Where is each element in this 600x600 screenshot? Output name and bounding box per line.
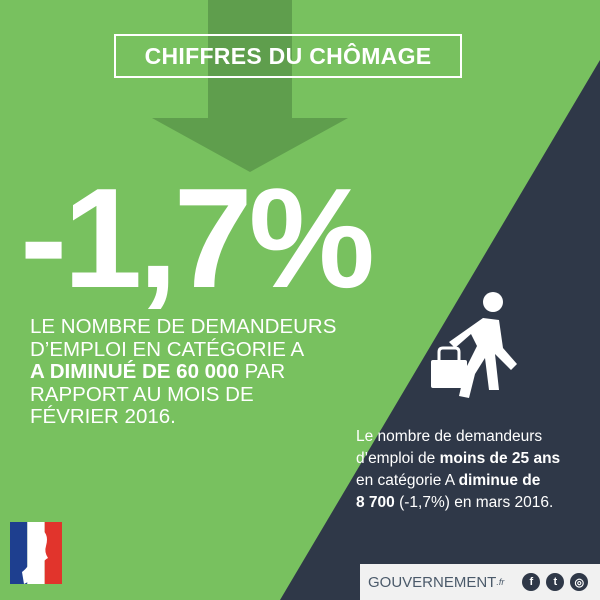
main-line-1: LE NOMBRE DE DEMANDEURS	[30, 315, 337, 338]
person-walking-with-briefcase-icon	[431, 292, 517, 398]
side-line-2-bold: moins de 25 ans	[439, 450, 561, 467]
title: CHIFFRES DU CHÔMAGE	[144, 42, 432, 69]
main-line-2: D’EMPLOI EN CATÉGORIE A	[30, 337, 305, 361]
instagram-icon[interactable]: ◎	[570, 573, 589, 591]
main-line-3: A DIMINUÉ DE 60 000 PAR	[30, 360, 400, 384]
twitter-icon[interactable]: t	[546, 573, 565, 591]
main-statement: LE NOMBRE DE DEMANDEURS D’EMPLOI EN CATÉ…	[30, 315, 400, 429]
side-line-4: 8 700 (-1,7%) en mars 2016.	[356, 492, 596, 514]
side-line-3-a: en catégorie A	[356, 472, 459, 489]
side-line-4-rest: (-1,7%) en mars 2016.	[394, 494, 554, 511]
main-line-3-rest: PAR	[238, 360, 286, 383]
side-line-4-bold: 8 700	[356, 494, 395, 511]
marianne-flag-logo	[10, 522, 62, 584]
side-statement: Le nombre de demandeurs d’emploi de moin…	[356, 426, 596, 514]
main-line-4: RAPPORT AU MOIS DE	[30, 382, 254, 406]
main-line-3-bold: A DIMINUÉ DE 60 000	[30, 360, 239, 383]
title-box: CHIFFRES DU CHÔMAGE	[114, 34, 462, 78]
side-line-1: Le nombre de demandeurs	[356, 428, 543, 445]
headline-value: -1,7%	[20, 159, 375, 318]
side-line-3-bold: diminue de	[458, 472, 541, 489]
facebook-icon[interactable]: f	[522, 573, 541, 591]
main-line-5: FÉVRIER 2016.	[30, 405, 176, 428]
brand-name: GOUVERNEMENT	[368, 573, 497, 591]
side-line-2-a: d’emploi de	[356, 450, 440, 467]
brand-suffix: .fr	[496, 577, 505, 587]
side-line-2: d’emploi de moins de 25 ans	[356, 448, 596, 470]
footer-bar: GOUVERNEMENT .fr f t ◎	[360, 564, 600, 600]
side-line-3: en catégorie A diminue de	[356, 470, 596, 492]
down-arrow-icon	[152, 0, 348, 172]
navy-triangle	[280, 60, 600, 600]
